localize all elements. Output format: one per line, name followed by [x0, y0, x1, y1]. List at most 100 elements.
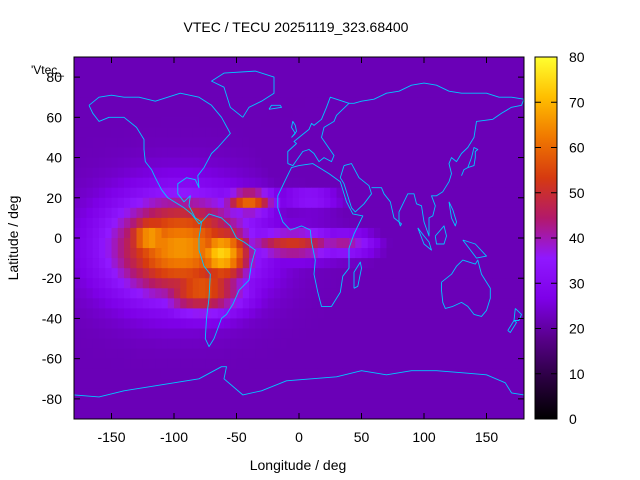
- heatmap-cell: [149, 197, 156, 209]
- heatmap-cell: [511, 408, 519, 420]
- heatmap-cell: [286, 328, 294, 340]
- heatmap-cell: [130, 348, 137, 360]
- heatmap-cell: [155, 328, 162, 340]
- heatmap-cell: [136, 107, 144, 118]
- heatmap-cell: [186, 137, 194, 148]
- heatmap-cell: [280, 157, 287, 169]
- heatmap-cell: [330, 348, 337, 360]
- heatmap-cell: [411, 187, 419, 199]
- heatmap-cell: [236, 288, 244, 299]
- heatmap-cell: [142, 177, 150, 189]
- heatmap-cell: [367, 368, 375, 380]
- heatmap-cell: [136, 288, 144, 299]
- heatmap-cell: [361, 288, 369, 299]
- heatmap-cell: [255, 268, 262, 279]
- heatmap-cell: [386, 177, 394, 189]
- heatmap-cell: [299, 378, 306, 390]
- heatmap-cell: [511, 358, 519, 370]
- heatmap-cell: [511, 278, 519, 289]
- heatmap-cell: [92, 137, 100, 148]
- heatmap-cell: [80, 368, 87, 380]
- x-tick-label: 0: [295, 429, 303, 445]
- heatmap-cell: [192, 408, 200, 420]
- heatmap-cell: [467, 238, 475, 249]
- heatmap-cell: [405, 298, 412, 309]
- heatmap-cell: [286, 348, 294, 360]
- heatmap-cell: [280, 87, 287, 98]
- heatmap-cell: [430, 217, 437, 229]
- heatmap-cell: [517, 67, 525, 78]
- heatmap-cell: [211, 227, 219, 239]
- heatmap-cell: [142, 318, 150, 329]
- heatmap-cell: [449, 227, 456, 239]
- heatmap-cell: [405, 378, 412, 390]
- heatmap-cell: [280, 338, 287, 350]
- heatmap-cell: [274, 97, 281, 108]
- heatmap-cell: [505, 97, 512, 108]
- heatmap-cell: [274, 67, 281, 78]
- heatmap-cell: [80, 248, 87, 259]
- heatmap-cell: [399, 67, 406, 78]
- heatmap-cell: [486, 157, 494, 169]
- heatmap-cell: [292, 338, 300, 350]
- heatmap-cell: [292, 378, 300, 390]
- colorbar-tick-label: 0: [569, 411, 577, 427]
- heatmap-cell: [349, 278, 356, 289]
- heatmap-cell: [149, 278, 156, 289]
- heatmap-cell: [330, 167, 337, 179]
- heatmap-cell: [236, 278, 244, 289]
- heatmap-cell: [292, 197, 300, 209]
- heatmap-cell: [255, 227, 262, 239]
- heatmap-cell: [517, 217, 525, 229]
- heatmap-cell: [392, 298, 400, 309]
- heatmap-cell: [317, 187, 325, 199]
- heatmap-cell: [192, 97, 200, 108]
- heatmap-cell: [486, 187, 494, 199]
- heatmap-cell: [367, 97, 375, 108]
- heatmap-cell: [255, 117, 262, 128]
- heatmap-cell: [92, 217, 100, 229]
- heatmap-cell: [349, 177, 356, 189]
- heatmap-cell: [361, 147, 369, 159]
- heatmap-cell: [186, 57, 194, 68]
- heatmap-cell: [430, 187, 437, 199]
- heatmap-cell: [92, 398, 100, 410]
- heatmap-cell: [92, 238, 100, 249]
- heatmap-cell: [130, 147, 137, 159]
- heatmap-cell: [136, 177, 144, 189]
- heatmap-cell: [130, 187, 137, 199]
- heatmap-cell: [149, 378, 156, 390]
- heatmap-cell: [486, 338, 494, 350]
- heatmap-cell: [324, 318, 331, 329]
- coastline: [441, 259, 491, 317]
- heatmap-cell: [236, 57, 244, 68]
- heatmap-cell: [349, 258, 356, 269]
- heatmap-cell: [305, 388, 312, 400]
- heatmap-cell: [374, 238, 381, 249]
- heatmap-cell: [386, 67, 394, 78]
- heatmap-cell: [311, 117, 319, 128]
- heatmap-cell: [105, 117, 112, 128]
- heatmap-cell: [167, 288, 175, 299]
- heatmap-cell: [317, 77, 325, 88]
- heatmap-cell: [136, 227, 144, 239]
- heatmap-cell: [142, 268, 150, 279]
- heatmap-cell: [249, 258, 256, 269]
- coastline: [73, 366, 525, 398]
- heatmap-cell: [174, 57, 181, 68]
- heatmap-cell: [249, 187, 256, 199]
- heatmap-cell: [474, 77, 481, 88]
- heatmap-cell: [492, 177, 500, 189]
- heatmap-cell: [249, 328, 256, 340]
- heatmap-cell: [305, 368, 312, 380]
- x-tick-label: -150: [97, 429, 125, 445]
- heatmap-cell: [517, 127, 525, 138]
- heatmap-cell: [349, 57, 356, 68]
- heatmap-cell: [474, 378, 481, 390]
- heatmap-cell: [349, 97, 356, 108]
- heatmap-cell: [336, 227, 344, 239]
- heatmap-cell: [430, 378, 437, 390]
- heatmap-cell: [99, 248, 106, 259]
- heatmap-cell: [192, 268, 200, 279]
